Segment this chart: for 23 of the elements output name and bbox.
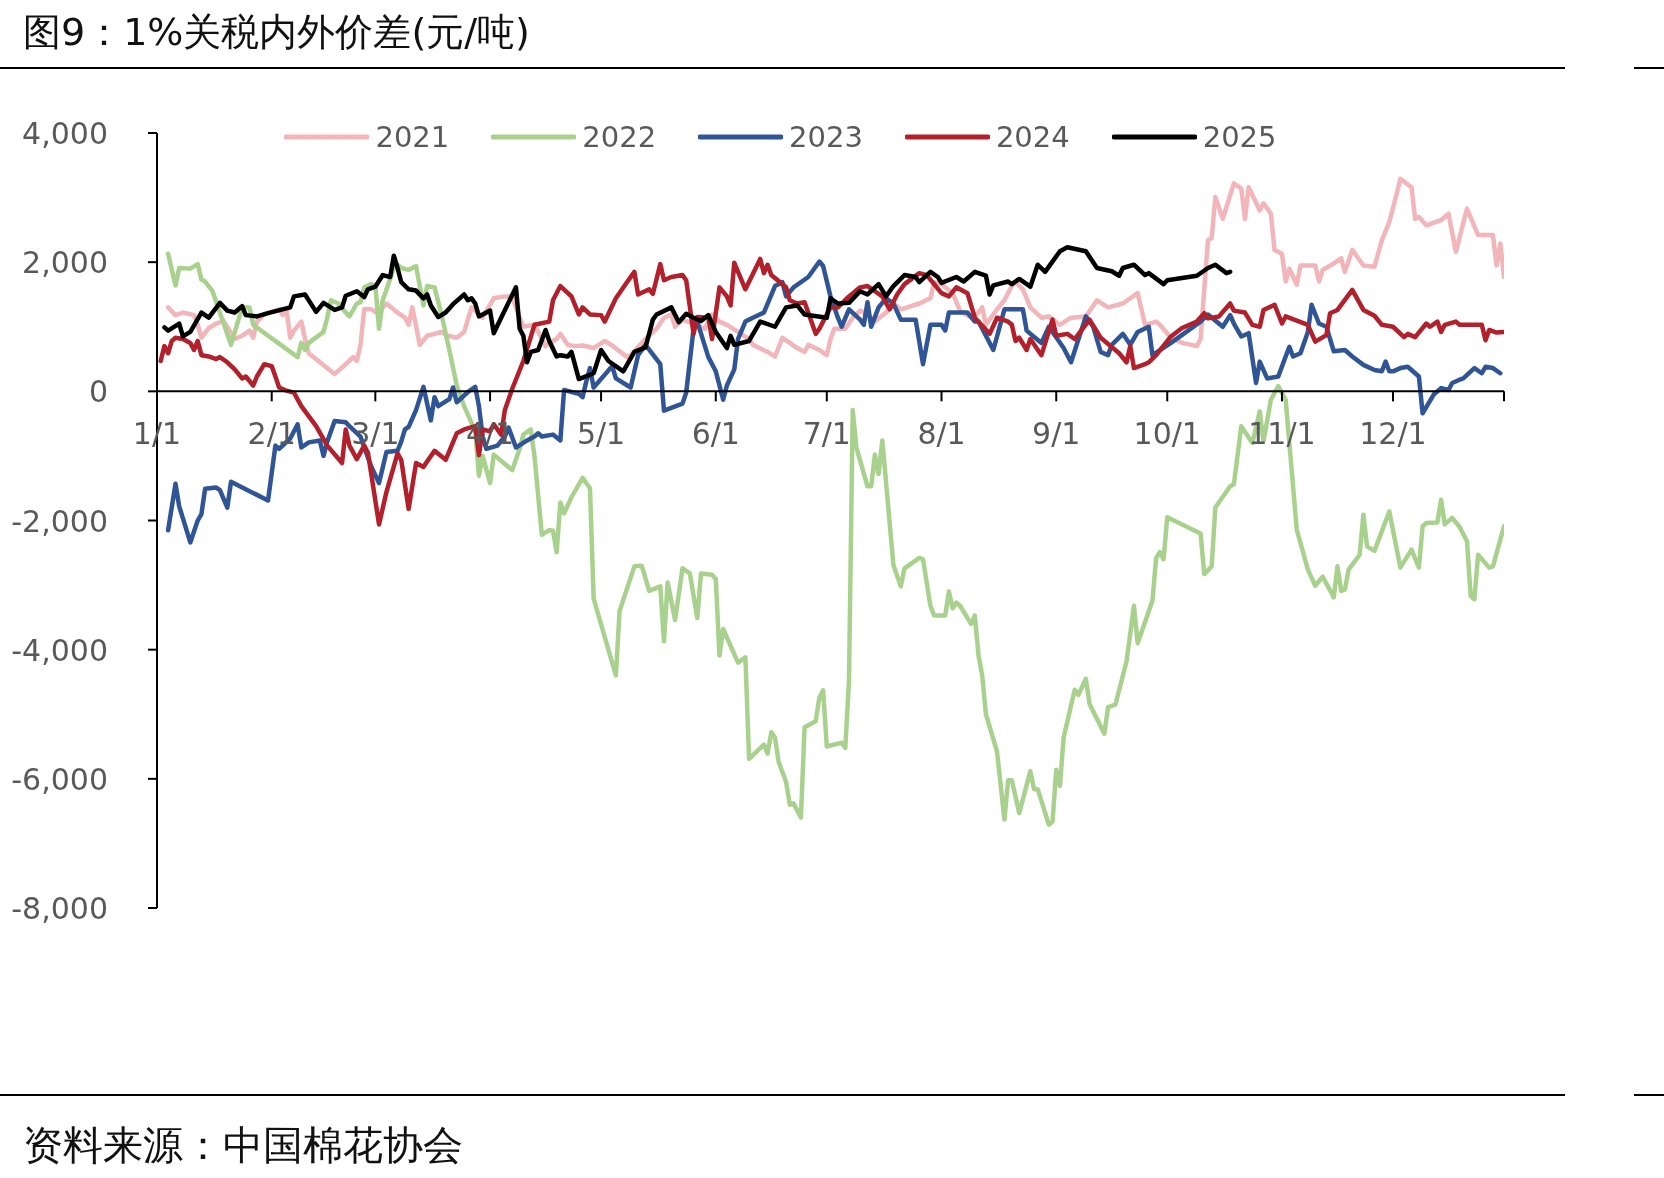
x-tick-label: 8/1 — [917, 415, 966, 451]
x-tick-label: 4/1 — [465, 415, 515, 451]
y-tick-label: 4,000 — [22, 115, 108, 151]
y-tick-label: -6,000 — [11, 761, 108, 797]
text: 资料来源：中国棉花协会 — [23, 1122, 463, 1168]
legend-label: 2024 — [995, 119, 1070, 155]
x-tick-label: 6/1 — [691, 415, 740, 451]
legend-label: 2022 — [582, 119, 657, 155]
y-tick-label: -2,000 — [11, 503, 108, 538]
x-tick-label: 7/1 — [802, 415, 851, 451]
legend-label: 2023 — [789, 119, 863, 155]
x-tick-label: 12/1 — [1359, 415, 1427, 451]
y-tick-label: -8,000 — [11, 890, 108, 926]
y-tick-label: 0 — [88, 373, 108, 409]
x-tick-label: 10/1 — [1133, 415, 1201, 451]
legend-label: 2021 — [375, 119, 450, 155]
y-tick-label: -4,000 — [11, 632, 108, 668]
chart-title: 图9：1%关税内外价差(元/吨) — [23, 10, 530, 54]
x-tick-label: 2/1 — [247, 415, 296, 451]
x-tick-label: 9/1 — [1032, 415, 1081, 451]
x-tick-label: 5/1 — [576, 415, 626, 451]
y-tick-label: 2,000 — [22, 244, 108, 280]
legend-label: 2025 — [1202, 119, 1277, 155]
